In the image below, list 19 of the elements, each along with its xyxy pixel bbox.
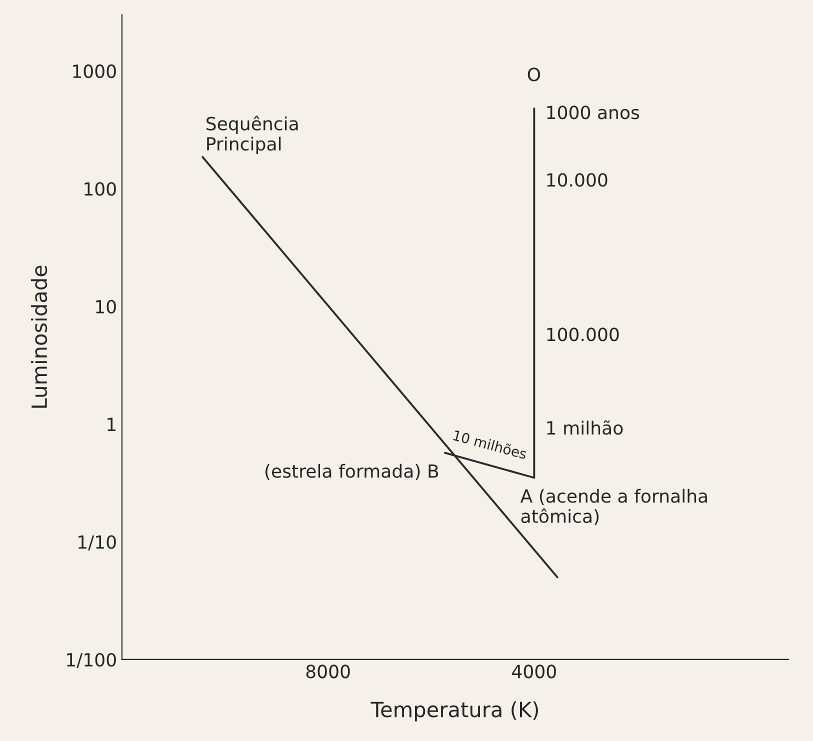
x-axis-title: Temperatura (K) [370,701,538,722]
annotation: 1 milhão [547,420,623,435]
x-tick-label: 4000 [512,664,556,678]
y-tick-label: 100 [84,182,116,196]
annotation: O [528,68,540,82]
y-tick-label: 1/100 [67,652,116,668]
y-tick-label: 1/10 [78,535,116,550]
y-tick-label: 1000 [73,64,116,78]
y-tick-label: 1 [108,418,116,431]
annotation: 10 milhões [452,430,528,460]
x-tick-label: 8000 [306,664,350,678]
annotation: 10.000 [547,173,608,187]
y-tick-label: 10 [96,300,116,314]
y-axis-title: Luminosidade [31,266,48,408]
annotation: Sequência Principal [206,116,298,154]
annotation: 100.000 [547,328,619,342]
annotation: A (acende a fornalha atômica) [520,488,707,526]
annotation: 1000 anos [547,106,640,120]
annotation: (estrela formada) B [265,464,438,480]
